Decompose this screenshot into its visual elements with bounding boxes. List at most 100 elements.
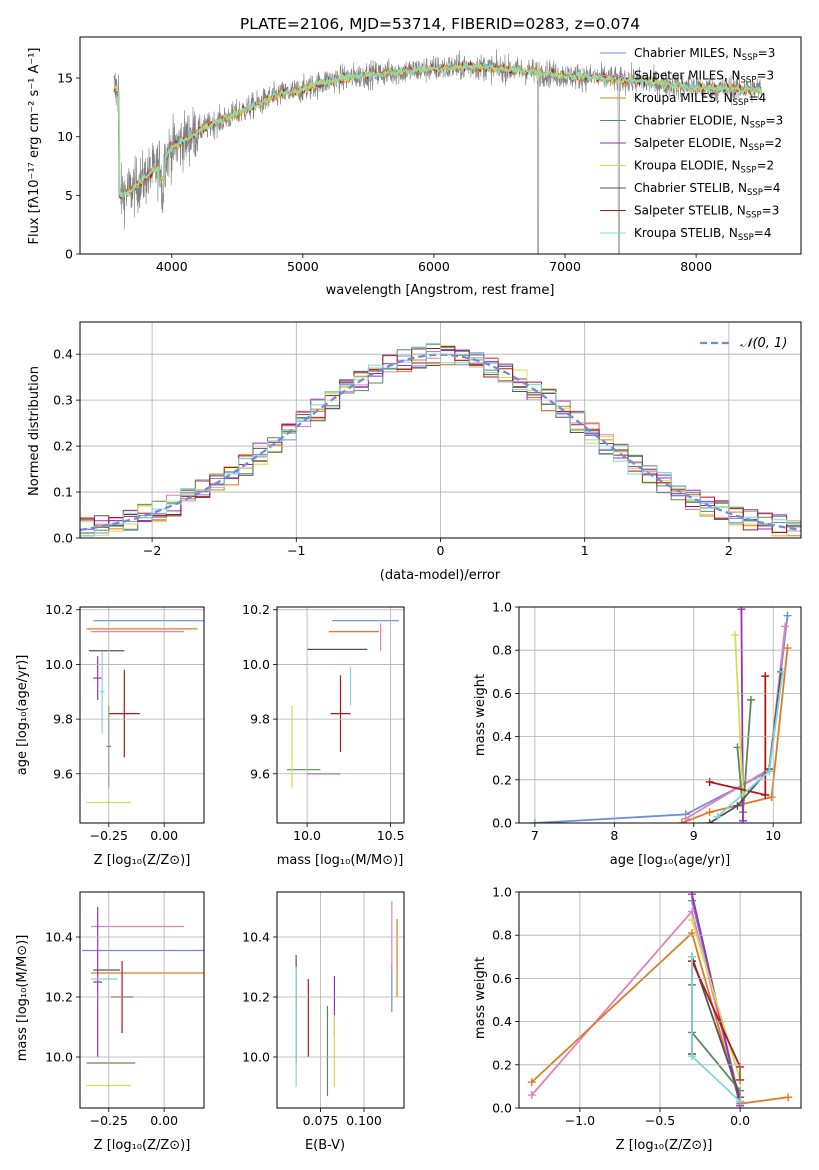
- x-tick-label: 2: [725, 543, 733, 558]
- mass-weight-marker: [783, 611, 792, 620]
- mass-weight-line: [734, 635, 744, 795]
- axes-frame: [79, 36, 802, 255]
- figure-title: PLATE=2106, MJD=53714, FIBERID=0283, z=0…: [240, 15, 640, 33]
- mass-weight-line: [709, 671, 782, 823]
- residuals-panel: (data-model)/error Normed distribution −…: [27, 321, 802, 583]
- y-tick-label: 10.0: [242, 1050, 270, 1065]
- mass-weight-marker: [761, 672, 770, 681]
- y-tick-label: 0.0: [492, 816, 512, 831]
- y-tick-label: 0: [65, 247, 73, 262]
- axes-frame: [79, 606, 205, 824]
- y-tick-label: 0.8: [492, 928, 512, 943]
- mass-weight-line: [531, 931, 789, 1105]
- mass-vs-reddening-panel: E(B-V) 0.075 0.100 10.0 10.2 10.4: [242, 891, 405, 1153]
- weight-vs-age-ylabel: mass weight: [473, 674, 488, 756]
- y-tick-label: 0.2: [492, 772, 512, 787]
- y-tick-label: 0.2: [53, 439, 73, 454]
- mass-weight-marker: [677, 819, 686, 823]
- x-tick-label: 4000: [156, 259, 188, 274]
- mass-weight-line: [681, 647, 789, 823]
- y-tick-label: 10.4: [45, 930, 73, 945]
- x-tick-label: 10.5: [377, 828, 405, 843]
- axes-frame: [276, 606, 405, 824]
- spectrum-panel: wavelength [Angstrom, rest frame] Flux […: [27, 36, 802, 298]
- mass-weight-marker: [731, 631, 740, 640]
- axes-frame: [79, 891, 205, 1109]
- mass-weight-marker: [733, 801, 742, 810]
- plot-area: [530, 607, 792, 823]
- weight-vs-age-panel: age [log₁₀(age/yr)] mass weight 7 8 9 10 0.0…: [473, 600, 802, 868]
- legend-entry: Kroupa STELIB, NSSP=4: [634, 226, 772, 243]
- y-tick-label: 10.0: [45, 1050, 73, 1065]
- age-vs-metallicity-ylabel: age [log₁₀(age/yr)]: [15, 655, 30, 776]
- mass-weight-marker: [781, 622, 790, 631]
- mass-weight-marker: [713, 812, 722, 821]
- y-tick-label: 0.4: [492, 1014, 512, 1029]
- mass-vs-reddening-xlabel: E(B-V): [305, 1138, 345, 1153]
- x-tick-label: 0: [437, 543, 445, 558]
- axes-frame: [276, 891, 405, 1109]
- x-tick-label: −1: [287, 543, 305, 558]
- x-tick-label: 7000: [549, 259, 581, 274]
- y-tick-label: 0.1: [53, 485, 73, 500]
- y-tick-label: 0.6: [492, 686, 512, 701]
- axes-frame: [79, 321, 802, 539]
- mass-weight-marker: [737, 607, 746, 614]
- age-vs-metallicity-xlabel: Z [log₁₀(Z/Z⊙)]: [94, 853, 191, 868]
- mass-weight-marker: [688, 952, 697, 961]
- plot-area: [113, 49, 762, 254]
- plot-area: [295, 901, 398, 1096]
- axes-frame: [518, 891, 802, 1109]
- legend-entry: Salpeter ELODIE, NSSP=2: [634, 136, 782, 153]
- spectrum-ylabel: Flux [fλ10⁻¹⁷ erg cm⁻² s⁻¹ A⁻¹]: [27, 48, 42, 245]
- x-tick-label: −0.25: [90, 828, 128, 843]
- mass-weight-marker: [527, 1091, 536, 1100]
- x-tick-label: −0.25: [90, 1113, 128, 1128]
- mass-weight-marker: [705, 819, 714, 823]
- y-tick-label: 9.6: [250, 766, 270, 781]
- x-tick-label: 6000: [418, 259, 450, 274]
- mass-weight-marker: [527, 1078, 536, 1087]
- y-tick-label: 9.6: [53, 766, 73, 781]
- axes-frame: [518, 606, 802, 824]
- residuals-xlabel: (data-model)/error: [380, 568, 501, 583]
- x-tick-label: 5000: [287, 259, 319, 274]
- legend-entry: Kroupa ELODIE, NSSP=2: [634, 159, 774, 176]
- legend-entry: Chabrier ELODIE, NSSP=3: [634, 114, 783, 131]
- y-tick-label: 10.2: [242, 990, 270, 1005]
- residuals-legend: 𝒩(0, 1): [700, 336, 787, 351]
- x-tick-label: 0.00: [150, 828, 178, 843]
- legend-entry: Salpeter STELIB, NSSP=3: [634, 204, 779, 221]
- model-spectrum-line: [114, 60, 762, 198]
- spectrum-xlabel: wavelength [Angstrom, rest frame]: [326, 283, 555, 298]
- x-tick-label: 8000: [680, 259, 712, 274]
- mass-weight-marker: [688, 1052, 697, 1061]
- x-tick-label: 0.100: [346, 1113, 382, 1128]
- x-tick-label: 0.075: [303, 1113, 339, 1128]
- weight-vs-metallicity-xlabel: Z [log₁₀(Z/Z⊙)]: [616, 1138, 713, 1153]
- y-tick-label: 10.4: [242, 930, 270, 945]
- y-tick-label: 0.0: [53, 531, 73, 546]
- model-spectrum-line: [113, 60, 762, 199]
- x-tick-label: 10.0: [293, 828, 321, 843]
- x-tick-label: 1: [581, 543, 589, 558]
- mass-weight-marker: [746, 695, 755, 704]
- mass-weight-marker: [783, 644, 792, 653]
- y-tick-label: 10.2: [45, 990, 73, 1005]
- x-tick-label: 0.0: [730, 1113, 750, 1128]
- x-tick-label: −2: [143, 543, 161, 558]
- mass-weight-marker: [705, 777, 714, 786]
- legend-entry: Chabrier STELIB, NSSP=4: [634, 181, 781, 198]
- y-tick-label: 10.0: [45, 657, 73, 672]
- residuals-ylabel: Normed distribution: [27, 366, 42, 496]
- y-tick-label: 1.0: [492, 600, 512, 615]
- weight-vs-metallicity-ylabel: mass weight: [473, 957, 488, 1039]
- x-tick-label: 7: [531, 828, 539, 843]
- y-tick-label: 10.0: [242, 657, 270, 672]
- spectrum-legend: Chabrier MILES, NSSP=3 Salpeter MILES, NS…: [600, 46, 783, 243]
- x-tick-label: −1.0: [565, 1113, 595, 1128]
- mass-weight-marker: [767, 793, 776, 802]
- y-tick-label: 0.6: [492, 971, 512, 986]
- x-tick-label: 9: [690, 828, 698, 843]
- y-tick-label: 1.0: [492, 885, 512, 900]
